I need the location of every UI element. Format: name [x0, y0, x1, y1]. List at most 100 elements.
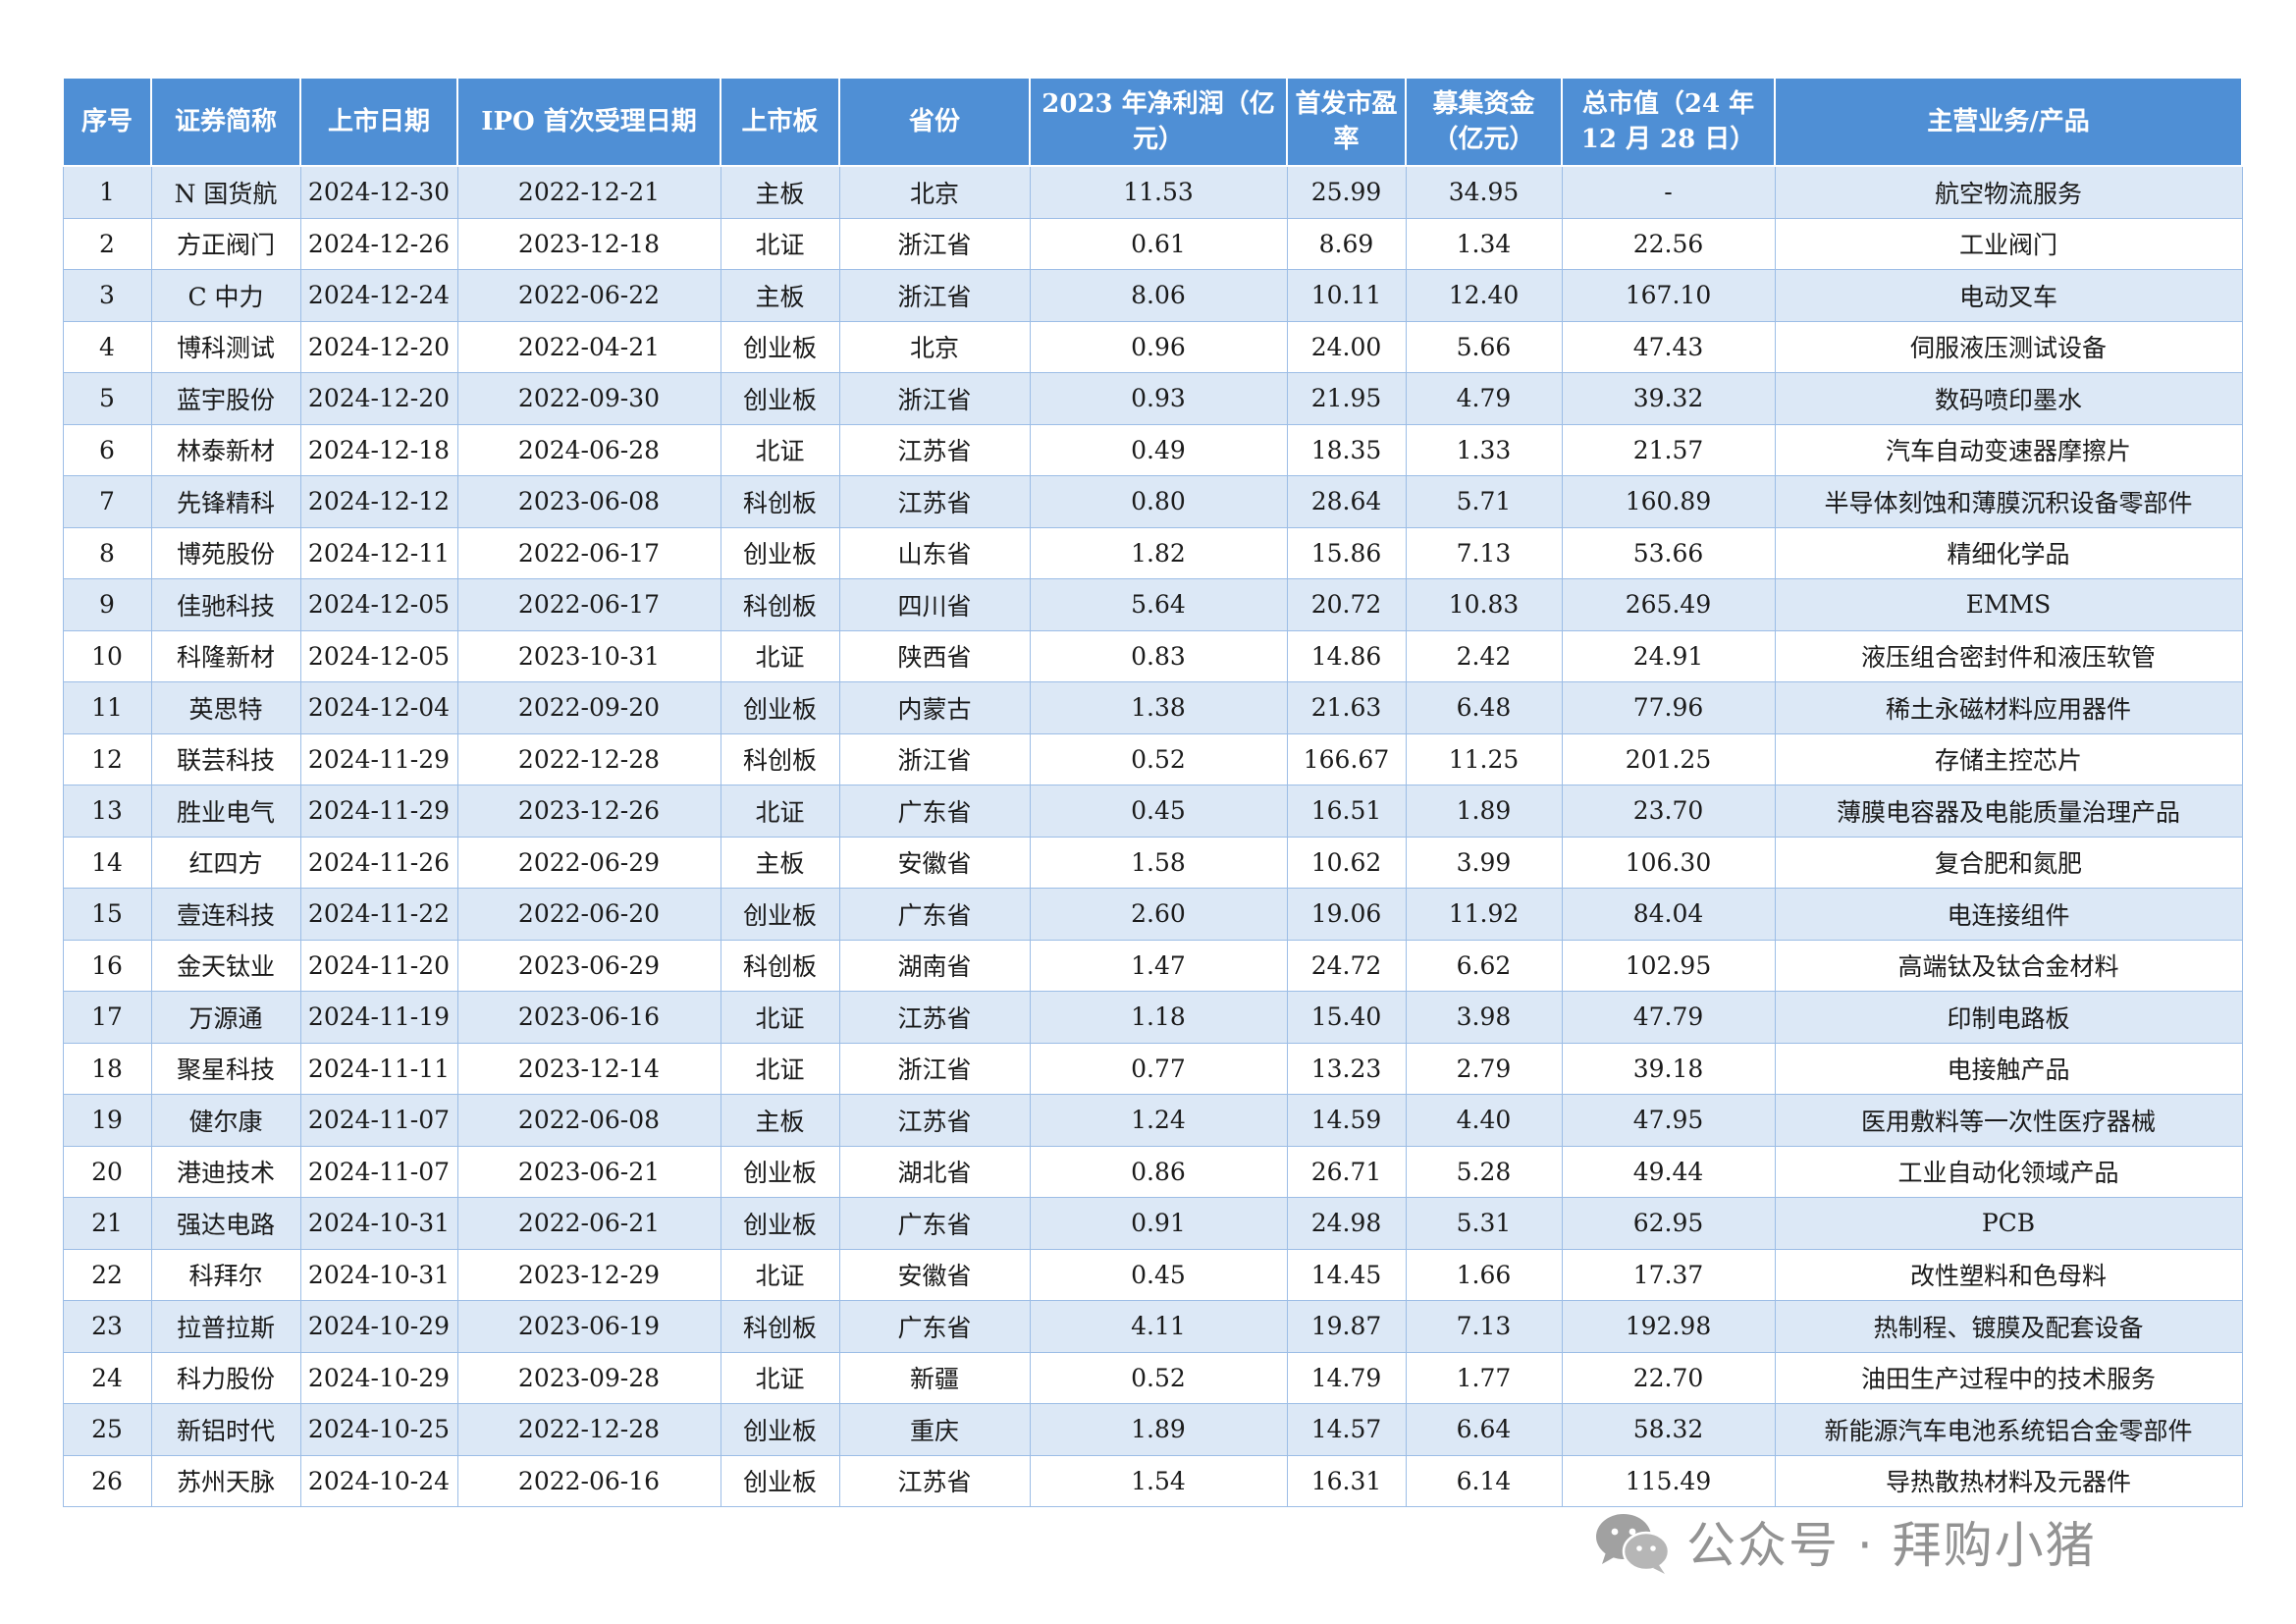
cell-main-business: 改性塑料和色母料 — [1774, 1248, 2243, 1301]
cell-security-name: 拉普拉斯 — [150, 1300, 301, 1353]
header-cell-net-profit: 2023 年净利润（亿元） — [1029, 77, 1288, 167]
cell-index: 13 — [62, 785, 152, 838]
cell-ipo-accept-date: 2024-06-28 — [456, 423, 721, 476]
cell-main-business: 电接触产品 — [1774, 1042, 2243, 1095]
table-row: 18 聚星科技 2024-11-11 2023-12-14 北证 浙江省 0.77 13.23… — [62, 1042, 2243, 1095]
cell-board: 主板 — [720, 165, 840, 219]
cell-security-name: 健尔康 — [150, 1094, 301, 1147]
cell-index: 18 — [62, 1042, 152, 1095]
cell-funds-raised: 6.14 — [1405, 1454, 1563, 1507]
cell-province: 广东省 — [838, 785, 1031, 838]
cell-main-business: 精细化学品 — [1774, 526, 2243, 579]
cell-board: 科创板 — [720, 939, 840, 992]
cell-listing-date: 2024-11-22 — [299, 888, 458, 941]
cell-pe-ratio: 21.63 — [1286, 681, 1407, 734]
cell-market-cap: 167.10 — [1561, 269, 1776, 322]
cell-funds-raised: 1.34 — [1405, 217, 1563, 270]
cell-main-business: 高端钛及钛合金材料 — [1774, 939, 2243, 992]
cell-ipo-accept-date: 2022-06-22 — [456, 269, 721, 322]
cell-net-profit: 0.96 — [1029, 320, 1288, 373]
cell-province: 安徽省 — [838, 1248, 1031, 1301]
cell-main-business: 工业阀门 — [1774, 217, 2243, 270]
cell-board: 创业板 — [720, 372, 840, 425]
cell-market-cap: 160.89 — [1561, 475, 1776, 528]
cell-security-name: 金天钛业 — [150, 939, 301, 992]
cell-funds-raised: 3.98 — [1405, 991, 1563, 1044]
cell-ipo-accept-date: 2023-09-28 — [456, 1351, 721, 1404]
cell-pe-ratio: 14.59 — [1286, 1094, 1407, 1147]
cell-listing-date: 2024-11-11 — [299, 1042, 458, 1095]
cell-listing-date: 2024-12-11 — [299, 526, 458, 579]
cell-index: 8 — [62, 526, 152, 579]
header-cell-market-cap: 总市值（24 年 12 月 28 日） — [1561, 77, 1776, 167]
cell-index: 9 — [62, 578, 152, 631]
cell-listing-date: 2024-11-26 — [299, 836, 458, 889]
cell-pe-ratio: 26.71 — [1286, 1145, 1407, 1198]
cell-pe-ratio: 14.86 — [1286, 629, 1407, 682]
cell-net-profit: 0.86 — [1029, 1145, 1288, 1198]
cell-listing-date: 2024-12-05 — [299, 629, 458, 682]
cell-market-cap: 265.49 — [1561, 578, 1776, 631]
table-row: 8 博苑股份 2024-12-11 2022-06-17 创业板 山东省 1.82 15.86… — [62, 526, 2243, 579]
cell-index: 15 — [62, 888, 152, 941]
cell-funds-raised: 1.33 — [1405, 423, 1563, 476]
cell-security-name: 港迪技术 — [150, 1145, 301, 1198]
cell-net-profit: 0.52 — [1029, 732, 1288, 785]
cell-funds-raised: 5.28 — [1405, 1145, 1563, 1198]
cell-funds-raised: 6.64 — [1405, 1403, 1563, 1456]
header-cell-listing-date: 上市日期 — [299, 77, 458, 167]
cell-province: 江苏省 — [838, 1094, 1031, 1147]
cell-market-cap: - — [1561, 165, 1776, 219]
cell-pe-ratio: 13.23 — [1286, 1042, 1407, 1095]
cell-net-profit: 0.45 — [1029, 785, 1288, 838]
cell-net-profit: 0.52 — [1029, 1351, 1288, 1404]
cell-main-business: 航空物流服务 — [1774, 165, 2243, 219]
cell-province: 湖南省 — [838, 939, 1031, 992]
cell-pe-ratio: 15.40 — [1286, 991, 1407, 1044]
cell-main-business: 伺服液压测试设备 — [1774, 320, 2243, 373]
cell-listing-date: 2024-10-31 — [299, 1197, 458, 1250]
cell-funds-raised: 1.77 — [1405, 1351, 1563, 1404]
cell-market-cap: 77.96 — [1561, 681, 1776, 734]
cell-pe-ratio: 18.35 — [1286, 423, 1407, 476]
cell-net-profit: 0.49 — [1029, 423, 1288, 476]
cell-listing-date: 2024-12-05 — [299, 578, 458, 631]
cell-listing-date: 2024-12-26 — [299, 217, 458, 270]
cell-index: 16 — [62, 939, 152, 992]
cell-security-name: 蓝宇股份 — [150, 372, 301, 425]
cell-funds-raised: 2.42 — [1405, 629, 1563, 682]
cell-net-profit: 1.58 — [1029, 836, 1288, 889]
cell-ipo-accept-date: 2022-12-21 — [456, 165, 721, 219]
cell-pe-ratio: 21.95 — [1286, 372, 1407, 425]
cell-net-profit: 1.47 — [1029, 939, 1288, 992]
table-row: 4 博科测试 2024-12-20 2022-04-21 创业板 北京 0.96 24.00 5… — [62, 320, 2243, 373]
cell-ipo-accept-date: 2023-06-21 — [456, 1145, 721, 1198]
cell-board: 主板 — [720, 269, 840, 322]
cell-index: 7 — [62, 475, 152, 528]
header-cell-main-business: 主营业务/产品 — [1774, 77, 2243, 167]
cell-province: 湖北省 — [838, 1145, 1031, 1198]
cell-security-name: 苏州天脉 — [150, 1454, 301, 1507]
cell-funds-raised: 7.13 — [1405, 1300, 1563, 1353]
cell-board: 北证 — [720, 423, 840, 476]
cell-ipo-accept-date: 2022-06-21 — [456, 1197, 721, 1250]
cell-board: 科创板 — [720, 1300, 840, 1353]
cell-province: 江苏省 — [838, 423, 1031, 476]
cell-net-profit: 0.77 — [1029, 1042, 1288, 1095]
cell-market-cap: 22.70 — [1561, 1351, 1776, 1404]
cell-index: 12 — [62, 732, 152, 785]
table-row: 9 佳驰科技 2024-12-05 2022-06-17 科创板 四川省 5.64 20.72… — [62, 578, 2243, 631]
cell-net-profit: 0.83 — [1029, 629, 1288, 682]
cell-board: 科创板 — [720, 475, 840, 528]
cell-province: 四川省 — [838, 578, 1031, 631]
cell-security-name: 博科测试 — [150, 320, 301, 373]
table-row: 25 新铝时代 2024-10-25 2022-12-28 创业板 重庆 1.89 14.57… — [62, 1403, 2243, 1456]
cell-net-profit: 11.53 — [1029, 165, 1288, 219]
cell-market-cap: 21.57 — [1561, 423, 1776, 476]
header-cell-security-name: 证券简称 — [150, 77, 301, 167]
cell-main-business: PCB — [1774, 1197, 2243, 1250]
cell-market-cap: 84.04 — [1561, 888, 1776, 941]
cell-security-name: 壹连科技 — [150, 888, 301, 941]
cell-board: 北证 — [720, 1351, 840, 1404]
cell-index: 17 — [62, 991, 152, 1044]
